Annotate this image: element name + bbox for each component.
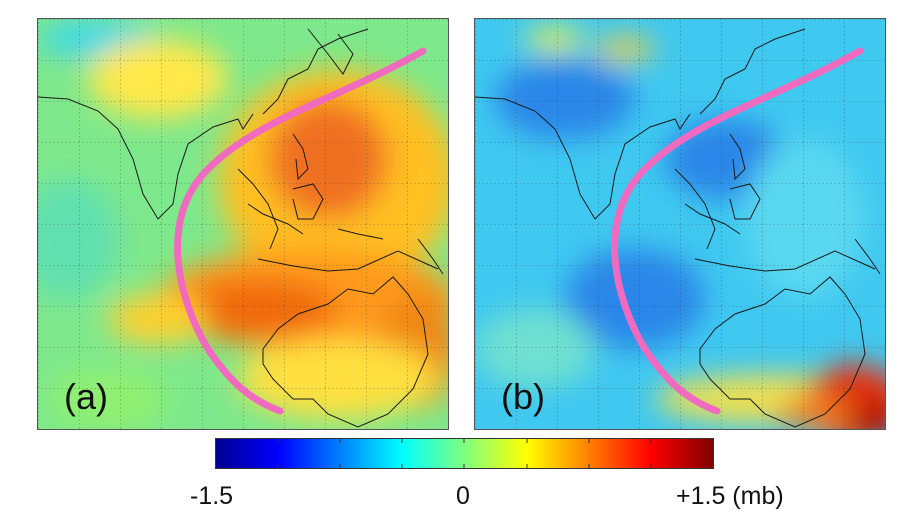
colorbar-ticks — [277, 439, 652, 468]
map-panel-a: (a) — [37, 18, 449, 430]
coastlines — [475, 28, 881, 428]
boundary-curve — [174, 47, 427, 415]
colorbar — [215, 438, 714, 469]
boundary-curve — [611, 47, 864, 415]
panel-label-b: (b) — [501, 376, 545, 417]
anomaly-map-a — [38, 19, 448, 429]
colorbar-min-label: -1.5 — [190, 482, 234, 510]
panel-label-a: (a) — [64, 376, 108, 417]
coastlines — [38, 28, 444, 428]
colorbar-gradient — [216, 439, 713, 468]
colorbar-mid-label: 0 — [456, 482, 470, 510]
map-panel-b: (b) — [474, 18, 886, 430]
lat-lon-grid — [475, 19, 885, 429]
colorbar-max-label: +1.5 (mb) — [676, 482, 784, 510]
anomaly-map-b — [475, 19, 885, 429]
lat-lon-grid — [38, 19, 448, 429]
